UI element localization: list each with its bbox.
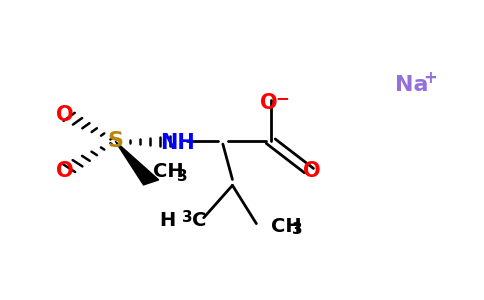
Text: H: H: [159, 211, 175, 230]
Text: O: O: [302, 160, 320, 181]
Text: CH: CH: [271, 217, 302, 236]
Text: NH: NH: [160, 133, 195, 153]
Text: −: −: [276, 88, 289, 106]
Text: 3: 3: [292, 222, 303, 237]
Text: 3: 3: [178, 169, 188, 184]
Text: S: S: [107, 131, 123, 151]
Polygon shape: [115, 141, 159, 185]
Text: 3: 3: [182, 210, 193, 225]
Text: +: +: [423, 69, 437, 87]
Text: O: O: [56, 160, 74, 181]
Text: O: O: [56, 105, 74, 125]
Text: Na: Na: [395, 75, 429, 95]
Text: O: O: [259, 93, 277, 113]
Text: C: C: [192, 211, 206, 230]
Text: CH: CH: [153, 162, 184, 181]
